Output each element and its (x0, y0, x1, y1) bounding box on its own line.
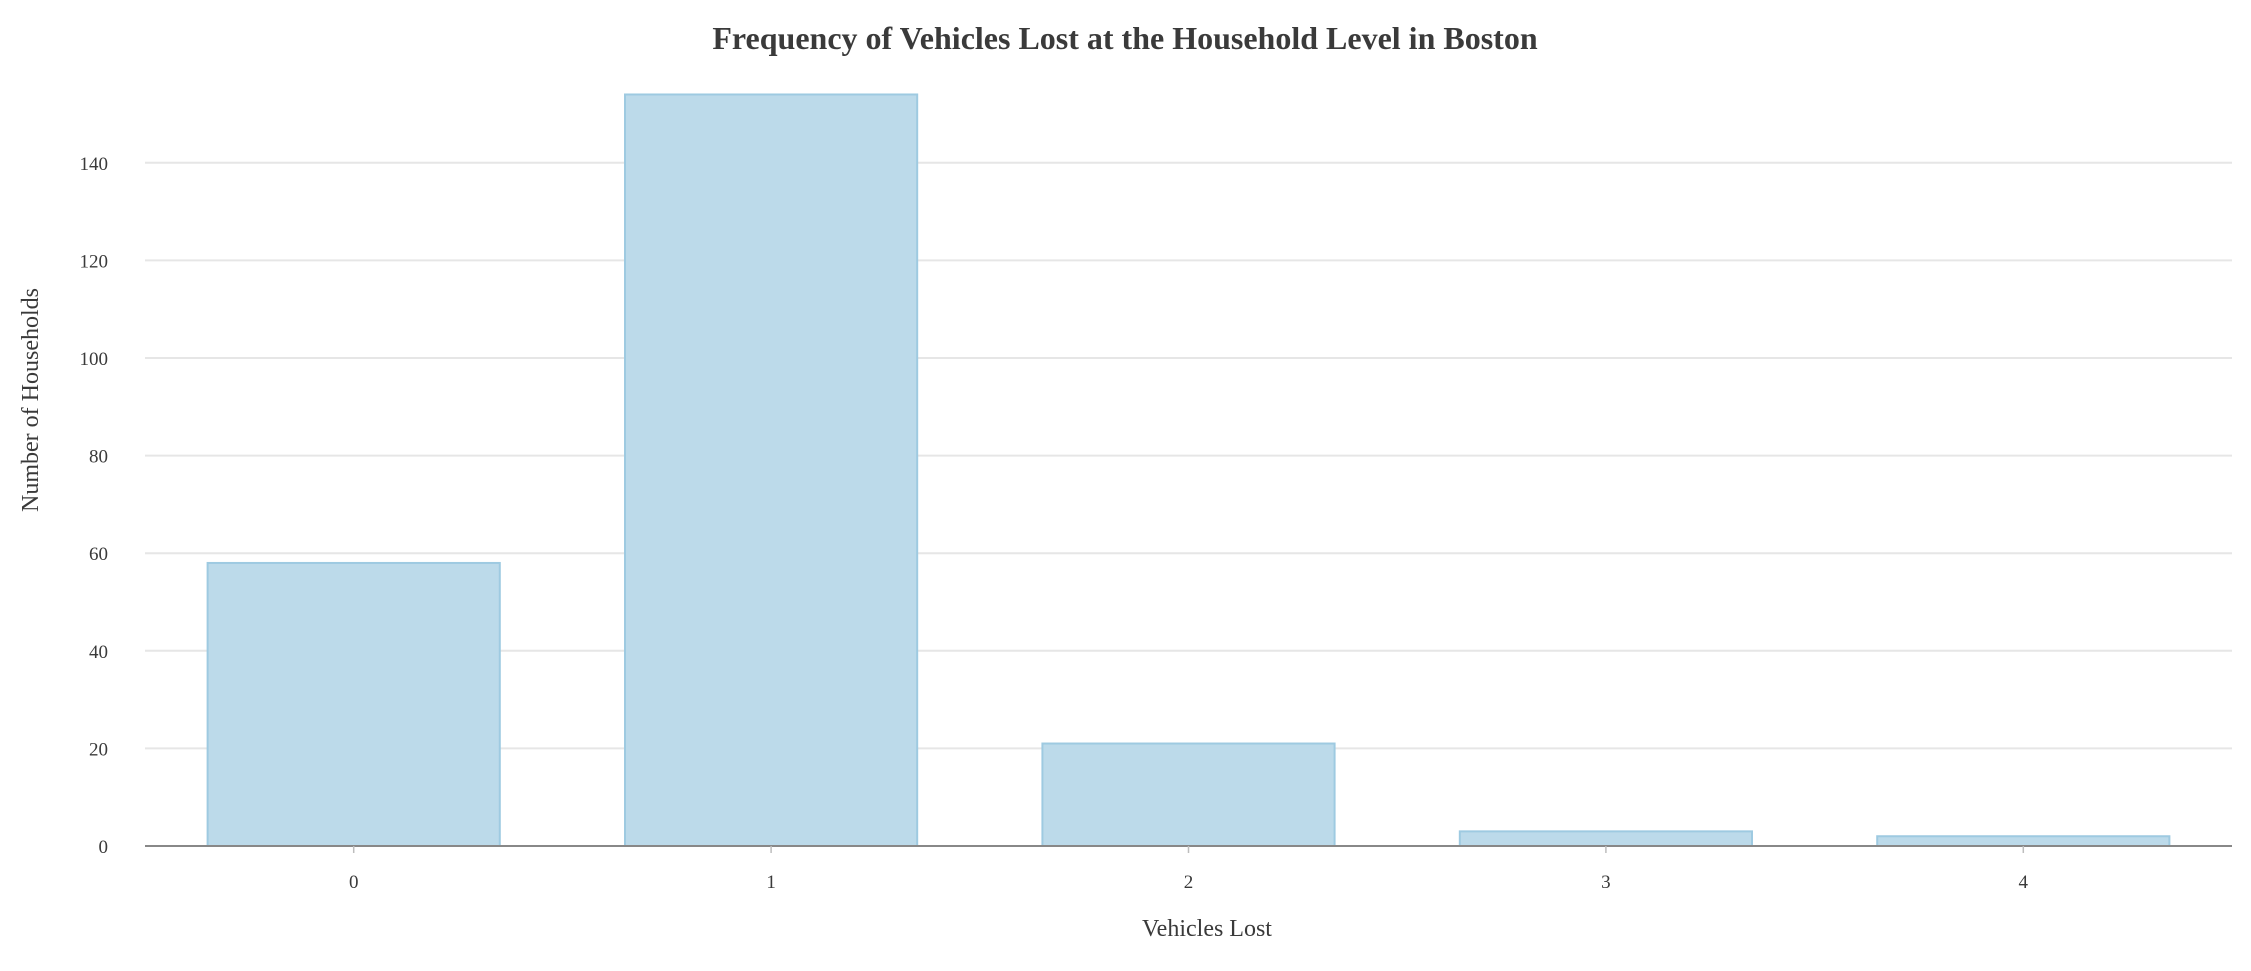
x-tick-label: 1 (766, 872, 776, 893)
x-tick-label: 4 (2019, 872, 2029, 893)
x-tick-label: 2 (1184, 872, 1194, 893)
bar-4 (1876, 835, 2171, 847)
x-axis-label: Vehicles Lost (1142, 916, 1272, 942)
bars (206, 93, 2171, 848)
y-axis-ticks: 0 20 40 60 80 100 120 140 (80, 154, 109, 858)
x-tick-label: 3 (1601, 872, 1611, 893)
bar-3 (1458, 830, 1753, 847)
chart-title: Frequency of Vehicles Lost at the Househ… (712, 20, 1537, 56)
y-tick-label: 140 (80, 154, 109, 175)
x-axis-ticks: 0 1 2 3 4 (349, 846, 2029, 893)
bar-1 (624, 93, 919, 848)
y-tick-label: 80 (89, 447, 108, 468)
y-tick-label: 100 (80, 349, 109, 370)
bar-2 (1041, 742, 1336, 848)
bar-0 (206, 561, 501, 848)
y-axis-label: Number of Households (18, 288, 44, 512)
x-tick-label: 0 (349, 872, 359, 893)
y-tick-label: 40 (89, 642, 108, 663)
y-tick-label: 60 (89, 544, 108, 565)
y-tick-label: 120 (80, 251, 109, 272)
y-tick-label: 0 (99, 837, 109, 858)
y-tick-label: 20 (89, 739, 108, 760)
